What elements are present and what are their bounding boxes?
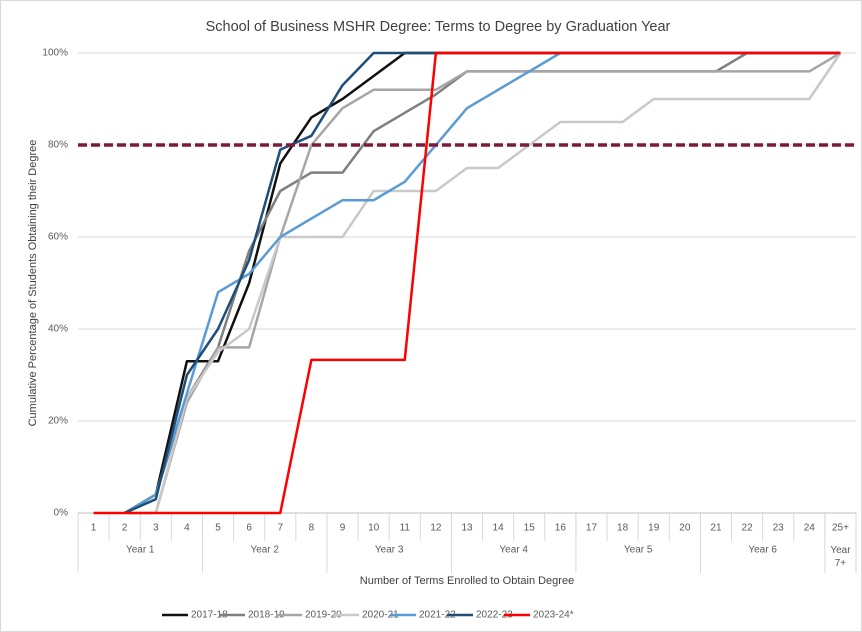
y-tick-label: 60% xyxy=(48,232,68,243)
x-tick-label: 19 xyxy=(648,523,660,534)
group-label: Year 6 xyxy=(748,545,777,556)
x-tick-label: 6 xyxy=(246,523,252,534)
y-tick-label: 100% xyxy=(42,48,68,59)
series-line xyxy=(154,52,842,514)
x-tick-label: 10 xyxy=(368,523,380,534)
group-label: Year 1 xyxy=(126,545,155,556)
group-label: Year 4 xyxy=(499,545,528,556)
group-label: Year 7+ xyxy=(830,545,851,569)
legend-label: 2020-21 xyxy=(362,610,399,621)
y-tick-label: 20% xyxy=(48,416,68,427)
group-label: Year 3 xyxy=(375,545,404,556)
x-tick-label: 25+ xyxy=(832,523,849,534)
y-axis-title: Cumulative Percentage of Students Obtain… xyxy=(27,140,39,427)
x-tick-label: 22 xyxy=(742,523,754,534)
x-tick-label: 21 xyxy=(710,523,722,534)
x-tick-label: 24 xyxy=(804,523,816,534)
y-tick-label: 40% xyxy=(48,324,68,335)
x-tick-label: 14 xyxy=(493,523,505,534)
x-tick-label: 23 xyxy=(773,523,785,534)
x-axis-title: Number of Terms Enrolled to Obtain Degre… xyxy=(360,575,574,587)
x-tick-label: 4 xyxy=(184,523,190,534)
x-tick-label: 7 xyxy=(277,523,283,534)
legend-label: 2019-20 xyxy=(305,610,342,621)
x-tick-label: 9 xyxy=(340,523,346,534)
x-tick-label: 3 xyxy=(153,523,159,534)
x-tick-label: 18 xyxy=(617,523,629,534)
group-label: Year 5 xyxy=(624,545,653,556)
legend-label: 2021-22 xyxy=(419,610,456,621)
x-tick-label: 5 xyxy=(215,523,221,534)
legend-label: 2022-23 xyxy=(476,610,513,621)
x-tick-label: 15 xyxy=(524,523,536,534)
series-line xyxy=(93,51,841,515)
x-tick-label: 13 xyxy=(461,523,473,534)
x-tick-label: 17 xyxy=(586,523,598,534)
y-tick-label: 80% xyxy=(48,140,68,151)
chart-title: School of Business MSHR Degree: Terms to… xyxy=(206,19,671,35)
legend-label: 2018-19 xyxy=(248,610,285,621)
y-tick-label: 0% xyxy=(54,508,69,519)
legend-label: 2017-18 xyxy=(191,610,228,621)
x-tick-label: 11 xyxy=(400,523,411,534)
x-tick-label: 16 xyxy=(555,523,567,534)
x-tick-label: 20 xyxy=(679,523,691,534)
x-tick-label: 2 xyxy=(122,523,128,534)
group-label: Year 2 xyxy=(250,545,279,556)
x-tick-label: 8 xyxy=(309,523,315,534)
legend-label: 2023-24* xyxy=(533,610,574,621)
series-line xyxy=(124,51,842,515)
x-tick-label: 12 xyxy=(430,523,442,534)
x-tick-label: 1 xyxy=(91,523,97,534)
